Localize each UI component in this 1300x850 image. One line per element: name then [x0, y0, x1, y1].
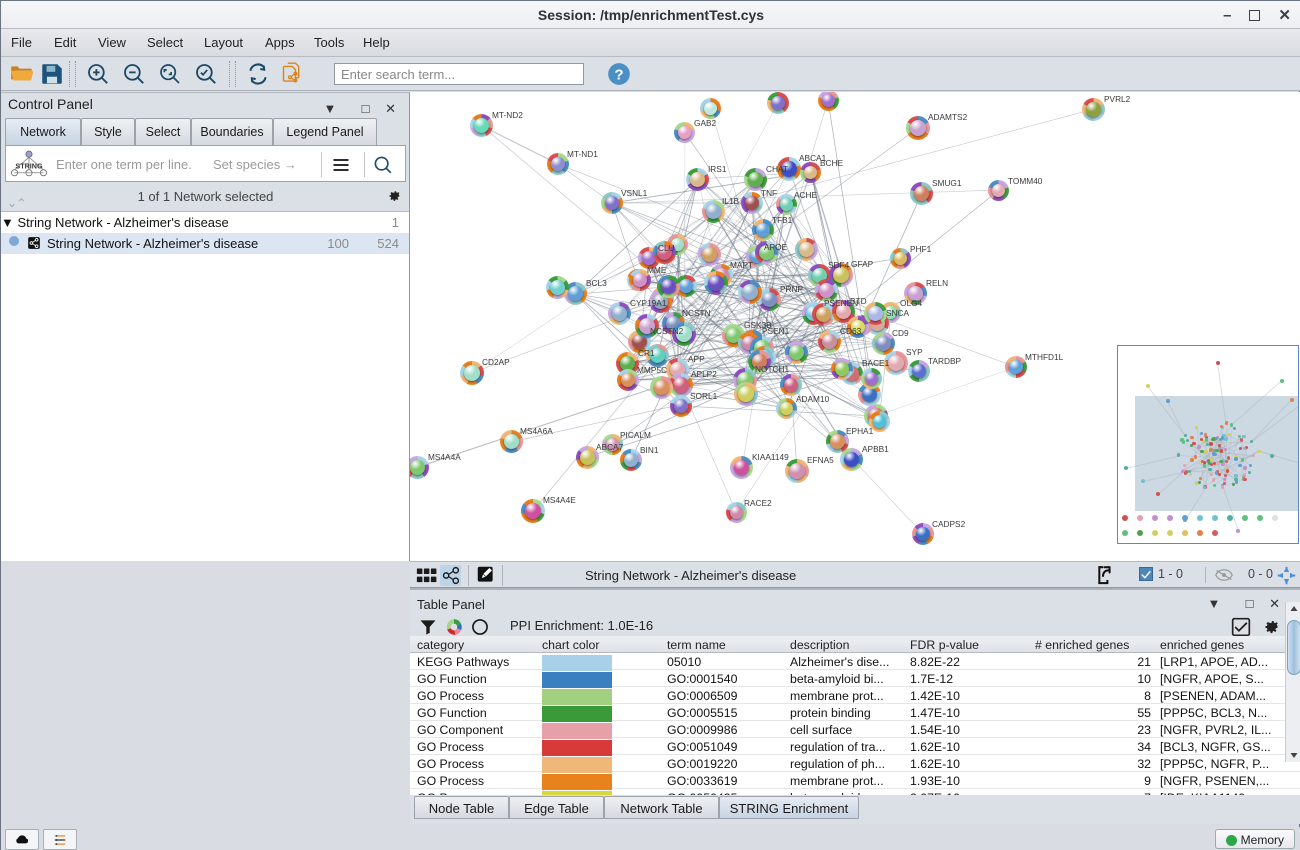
- svg-text:STRING: STRING: [15, 162, 43, 171]
- svg-text:?: ?: [614, 66, 623, 83]
